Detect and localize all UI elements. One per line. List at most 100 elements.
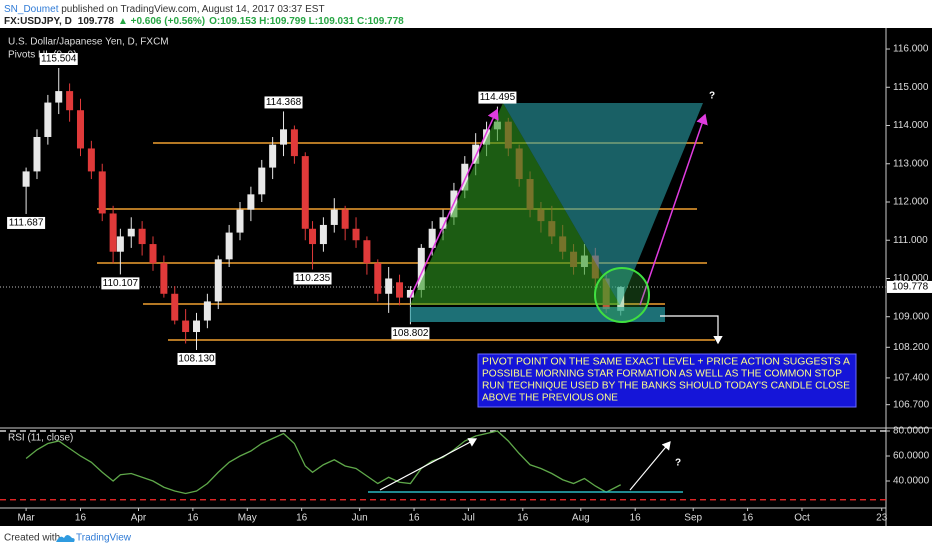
- teal-triangle: [503, 103, 703, 305]
- footer-bg: [0, 526, 932, 550]
- candle-body: [258, 167, 266, 195]
- pivot-box: [478, 91, 517, 104]
- candle-body: [171, 293, 179, 321]
- y-tick-label: 112.000: [893, 197, 929, 208]
- symbol-line: FX:USDJPY, D 109.778 ▲ +0.606 (+0.56%) O:10…: [4, 16, 404, 27]
- base-layer: [0, 286, 886, 501]
- x-tick-label: Apr: [131, 513, 147, 524]
- y-tick-label: 114.000: [893, 120, 929, 131]
- candle-body: [385, 278, 393, 294]
- candle-body: [417, 247, 425, 290]
- highlight-circle: [594, 267, 650, 323]
- last-price-box: [887, 280, 932, 293]
- change: ▲ +0.606 (+0.56%): [118, 16, 205, 27]
- candle-body: [236, 209, 244, 233]
- pivot-label: 114.495: [480, 92, 516, 103]
- candle-body: [374, 263, 382, 294]
- logo: [56, 535, 75, 542]
- x-tick-label: Jul: [462, 513, 475, 524]
- candle-body: [301, 156, 309, 229]
- candle-body: [396, 282, 404, 298]
- x-tick-label: Aug: [572, 513, 590, 524]
- candle-body: [269, 144, 277, 168]
- candle-body: [55, 91, 63, 103]
- magenta-arrow: [409, 108, 499, 299]
- candle-body: [76, 110, 84, 149]
- candle-body: [461, 163, 469, 191]
- candle-body: [406, 289, 414, 298]
- symbol: FX:USDJPY, D: [4, 16, 72, 27]
- white-arrow: [660, 315, 723, 345]
- candle-body: [193, 320, 201, 333]
- ohlc: O:109.153 H:109.799 L:109.031 C:109.778: [209, 16, 404, 27]
- note-line: RUN TECHNIQUE USED BY THE BANKS SHOULD T…: [482, 381, 850, 392]
- rsi-arrow: [379, 438, 478, 491]
- last-price-label: 109.778: [892, 282, 929, 293]
- candle-body: [280, 129, 288, 145]
- footer-brand[interactable]: TradingView: [76, 533, 132, 544]
- candle-body: [98, 171, 106, 214]
- candle-body: [109, 213, 117, 252]
- candle-body: [428, 228, 436, 248]
- x-tick-label: May: [238, 513, 257, 524]
- candle-body: [203, 301, 211, 321]
- y-tick-label: 40.0000: [893, 476, 930, 487]
- candle-body: [483, 129, 491, 145]
- pivot-label: 108.802: [392, 328, 429, 339]
- y-tick-label: 108.200: [893, 342, 930, 353]
- x-tick-label: 23: [876, 513, 888, 524]
- candle-body: [472, 144, 480, 164]
- pivot-label: 110.235: [295, 273, 331, 284]
- drawings: ? ? PIVOT POINT ON THE SAME EXACT LEVEL …: [368, 91, 857, 493]
- candle-body: [330, 209, 338, 225]
- x-tick-label: Oct: [794, 513, 810, 524]
- candle-body: [44, 102, 52, 137]
- y-tick-label: 109.000: [893, 311, 930, 322]
- header-line: SN_Doumet published on TradingView.com, …: [4, 4, 325, 15]
- candle-body: [138, 228, 146, 245]
- y-tick-label: 115.000: [893, 82, 929, 93]
- pivot-label: 108.130: [178, 354, 215, 365]
- note-line: POSSIBLE MORNING STAR FORMATION AS WELL …: [482, 369, 842, 380]
- y-tick-label: 80.0000: [893, 426, 930, 437]
- candle-body: [290, 129, 298, 157]
- pivot-box: [39, 53, 78, 65]
- rsi-line: [25, 430, 621, 495]
- header-bg: [0, 0, 932, 28]
- candle-body: [127, 228, 135, 237]
- candle-body: [66, 91, 74, 111]
- y-tick-label: 60.0000: [893, 451, 930, 462]
- pivot-label: 110.107: [103, 278, 139, 289]
- published: published on TradingView.com, August 14,…: [58, 4, 324, 15]
- candle-body: [87, 148, 95, 172]
- price: 109.778: [78, 16, 115, 27]
- pivot-label: 115.504: [41, 54, 77, 65]
- note-line: ABOVE THE PREVIOUS ONE: [482, 393, 618, 404]
- x-tick-label: 16: [408, 513, 420, 524]
- pivot-box: [391, 327, 430, 340]
- green-triangle: [410, 103, 620, 305]
- candle-body: [439, 217, 447, 229]
- question-mark: ?: [709, 91, 715, 102]
- pivot-box: [293, 272, 332, 285]
- x-tick-label: 16: [187, 513, 199, 524]
- y-tick-label: 106.700: [893, 399, 930, 410]
- x-tick-label: 16: [630, 513, 642, 524]
- pivot-label: 114.368: [266, 97, 302, 108]
- candle-body: [116, 236, 124, 252]
- note-box: [477, 353, 857, 408]
- candle-body: [363, 240, 371, 264]
- candle-body: [160, 263, 168, 294]
- candle-body: [341, 209, 349, 229]
- note-line: PIVOT POINT ON THE SAME EXACT LEVEL + PR…: [482, 357, 850, 368]
- candle-body: [22, 171, 30, 187]
- pivot-box: [101, 277, 140, 290]
- magenta-arrow: [639, 113, 708, 306]
- author[interactable]: SN_Doumet: [4, 4, 59, 15]
- candle-body: [319, 224, 327, 245]
- question-mark: ?: [675, 458, 681, 469]
- x-tick-label: Jun: [352, 513, 368, 524]
- candle-body: [352, 228, 360, 241]
- candle-body: [247, 194, 255, 210]
